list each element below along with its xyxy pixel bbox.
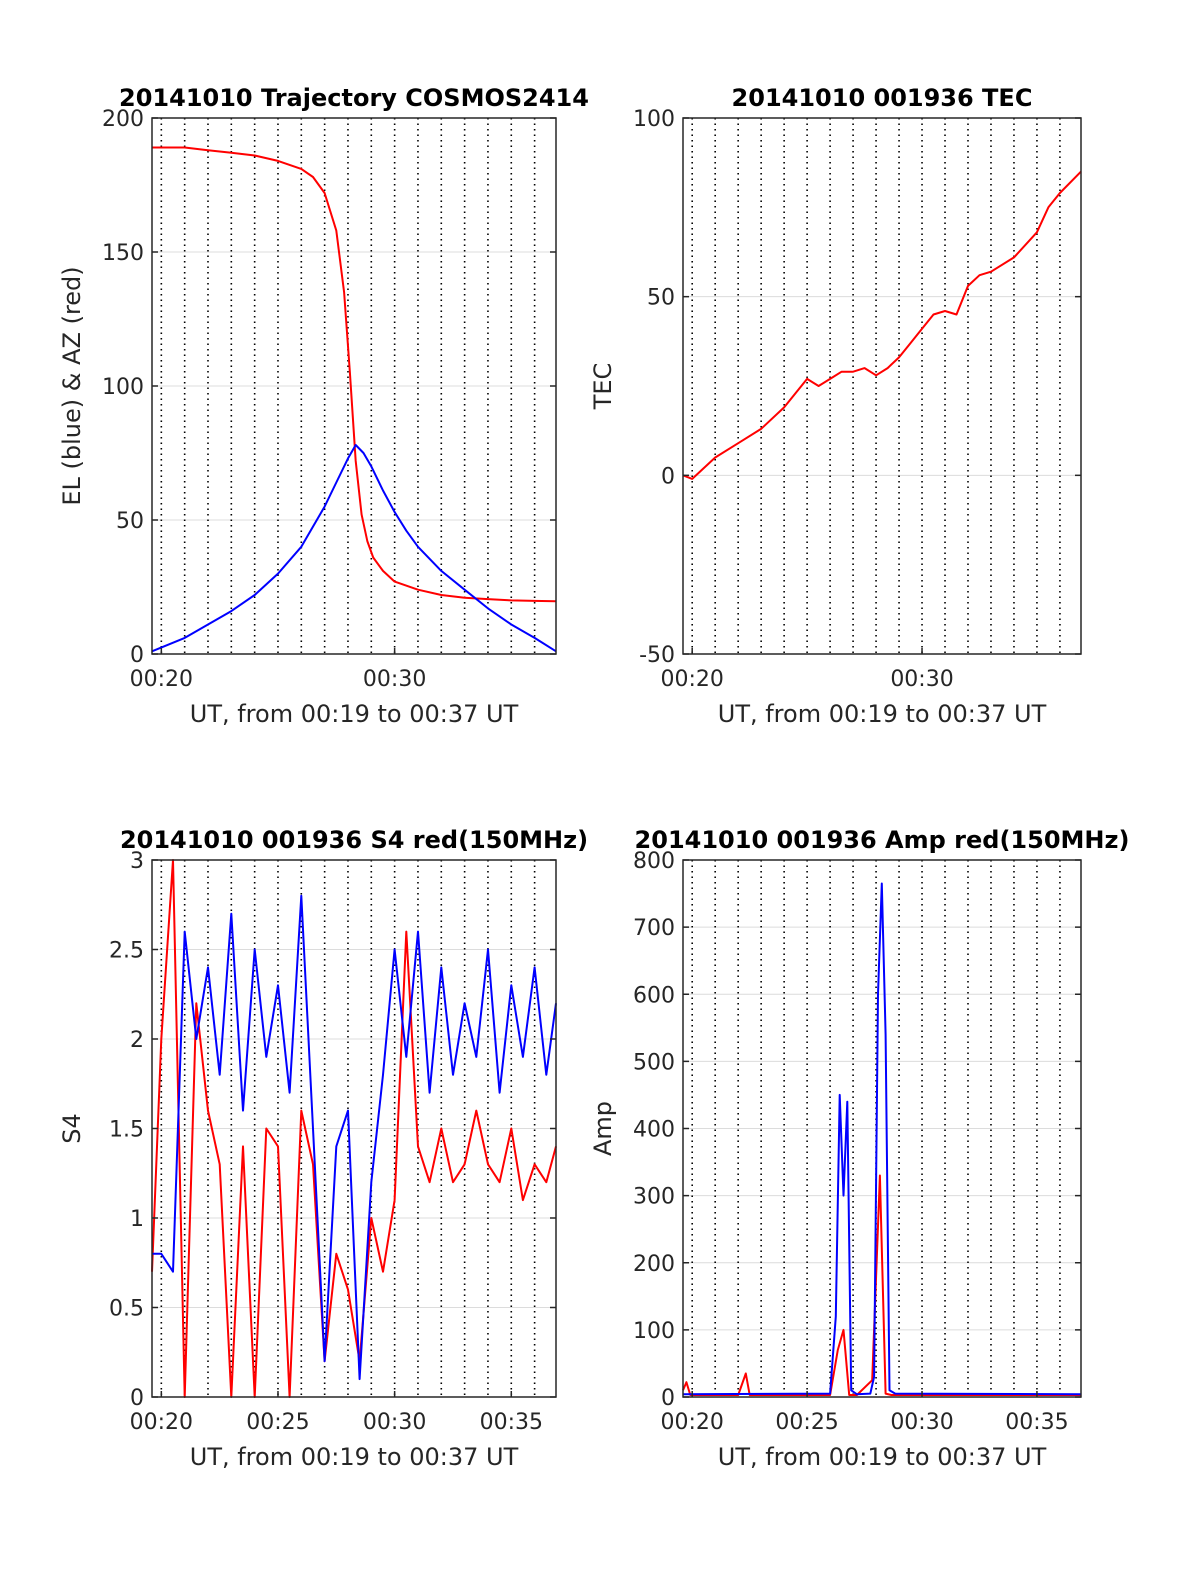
chart-3-xtick-label-2: 00:30 — [363, 1410, 426, 1435]
chart-1-ytick-label-4: 200 — [102, 107, 144, 132]
chart-1-series-2-line — [151, 444, 557, 653]
chart-2-xtick-label-0: 00:20 — [660, 667, 723, 692]
chart-1-ytick-label-0: 0 — [130, 643, 144, 668]
chart-1-ylabel: EL (blue) & AZ (red) — [58, 266, 86, 505]
chart-4-ytick-label-3: 300 — [633, 1185, 675, 1210]
chart-3-ytick-label-4: 2 — [130, 1028, 144, 1053]
chart-2-ytick-label-1: 0 — [661, 464, 675, 489]
chart-4-xtick-label-3: 00:35 — [1005, 1410, 1068, 1435]
chart-2-title: 20141010 001936 TEC — [732, 84, 1033, 112]
chart-3-xtick-label-1: 00:25 — [246, 1410, 309, 1435]
chart-1-ytick-label-2: 100 — [102, 375, 144, 400]
chart-1-xtick-label-0: 00:20 — [130, 667, 193, 692]
chart-4-xtick-label-1: 00:25 — [775, 1410, 838, 1435]
chart-1-xlabel: UT, from 00:19 to 00:37 UT — [190, 700, 519, 728]
chart-3-series-1-line — [151, 859, 557, 1398]
chart-4-ytick-label-0: 0 — [661, 1386, 675, 1411]
chart-4-ytick-label-6: 600 — [633, 983, 675, 1008]
chart-4-ytick-label-5: 500 — [633, 1050, 675, 1075]
chart-3-title: 20141010 001936 S4 red(150MHz) — [120, 826, 588, 854]
chart-3-ytick-label-6: 3 — [130, 849, 144, 874]
chart-2-plot-area — [683, 118, 1081, 654]
chart-2-series-1-line — [682, 170, 1082, 480]
chart-4-xtick-label-0: 00:20 — [660, 1410, 723, 1435]
chart-3-ytick-label-0: 0 — [130, 1386, 144, 1411]
chart-1-title: 20141010 Trajectory COSMOS2414 — [119, 84, 589, 112]
chart-2-ylabel: TEC — [589, 363, 617, 411]
chart-2-ytick-label-2: 50 — [647, 286, 675, 311]
chart-2-xlabel: UT, from 00:19 to 00:37 UT — [718, 700, 1047, 728]
chart-1-ytick-label-1: 50 — [116, 509, 144, 534]
chart-4-series-2-line — [682, 882, 1082, 1396]
chart-2-ytick-label-3: 100 — [633, 107, 675, 132]
chart-2-ytick-label-0: -50 — [639, 643, 675, 668]
chart-1-xtick-label-1: 00:30 — [363, 667, 426, 692]
chart-3-ytick-label-1: 0.5 — [109, 1297, 144, 1322]
chart-1-ytick-label-3: 150 — [102, 241, 144, 266]
chart-4-xlabel: UT, from 00:19 to 00:37 UT — [718, 1443, 1047, 1471]
chart-4-ylabel: Amp — [589, 1101, 617, 1156]
chart-4-ytick-label-4: 400 — [633, 1118, 675, 1143]
chart-4-ytick-label-8: 800 — [633, 849, 675, 874]
chart-3-ylabel: S4 — [58, 1113, 86, 1144]
chart-2-xtick-label-1: 00:30 — [890, 667, 953, 692]
chart-3-xlabel: UT, from 00:19 to 00:37 UT — [190, 1443, 519, 1471]
chart-2-axes-box — [682, 117, 1082, 655]
chart-4-title: 20141010 001936 Amp red(150MHz) — [635, 826, 1130, 854]
chart-3-ytick-label-2: 1 — [130, 1207, 144, 1232]
chart-1-series-1-line — [152, 146, 557, 603]
chart-4-ytick-label-2: 200 — [633, 1252, 675, 1277]
chart-3-series-2-line — [152, 894, 557, 1381]
chart-4-ytick-label-7: 700 — [633, 916, 675, 941]
chart-3-xtick-label-0: 00:20 — [130, 1410, 193, 1435]
chart-3-ytick-label-3: 1.5 — [109, 1118, 144, 1143]
chart-4-ytick-label-1: 100 — [633, 1319, 675, 1344]
chart-3-ytick-label-5: 2.5 — [109, 939, 144, 964]
chart-3-xtick-label-3: 00:35 — [480, 1410, 543, 1435]
chart-4-xtick-label-2: 00:30 — [890, 1410, 953, 1435]
